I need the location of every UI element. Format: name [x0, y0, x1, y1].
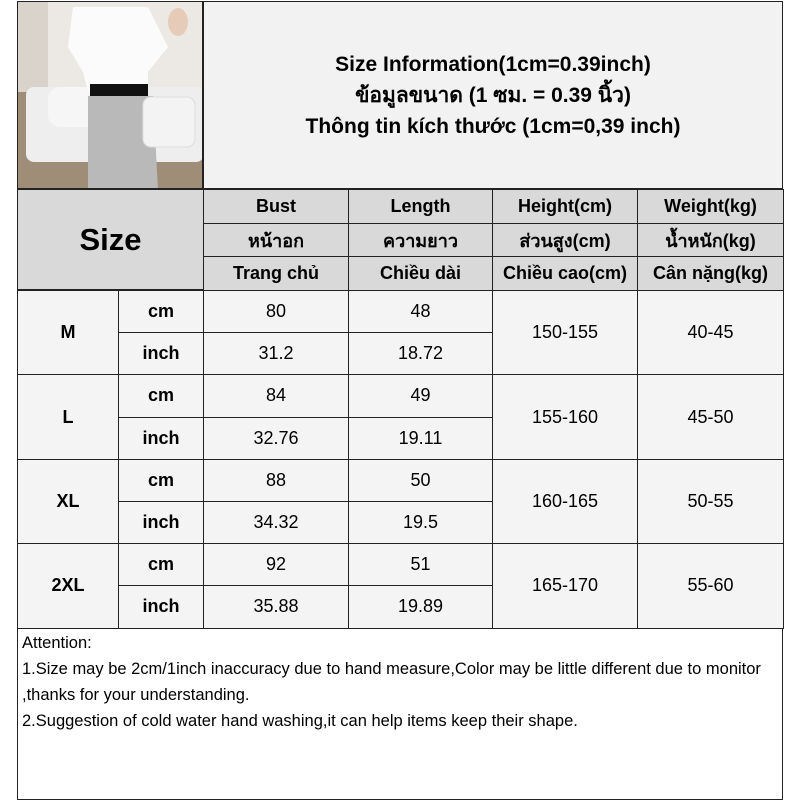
length-value: 50	[348, 458, 493, 502]
header-height-1: ส่วนสูง(cm)	[492, 223, 638, 257]
height-value: 160-165	[492, 458, 638, 545]
header-length-0: Length	[348, 189, 493, 224]
header-bust-2: Trang chủ	[203, 256, 349, 291]
size-label: L	[17, 374, 119, 460]
header-length-1: ความยาว	[348, 223, 493, 257]
length-value: 19.5	[348, 501, 493, 545]
size-label: 2XL	[17, 543, 119, 629]
unit-label: inch	[118, 332, 204, 376]
product-photo	[17, 1, 203, 189]
header-bust-1: หน้าอก	[203, 223, 349, 257]
bust-value: 32.76	[203, 416, 349, 460]
title-line-th: ข้อมูลขนาด (1 ซม. = 0.39 นิ้ว)	[355, 83, 631, 107]
attention-title: Attention:	[22, 634, 92, 652]
header-weight-1: น้ำหนัก(kg)	[637, 223, 784, 257]
header-height-0: Height(cm)	[492, 189, 638, 224]
bust-value: 31.2	[203, 332, 349, 376]
length-value: 51	[348, 543, 493, 587]
size-header: Size	[17, 189, 204, 290]
weight-value: 40-45	[637, 290, 784, 376]
height-value: 165-170	[492, 543, 638, 629]
header-weight-2: Cân nặng(kg)	[637, 256, 784, 291]
header-bust-0: Bust	[203, 189, 349, 224]
bust-value: 88	[203, 458, 349, 502]
height-value: 150-155	[492, 290, 638, 376]
length-value: 19.11	[348, 416, 493, 460]
unit-label: cm	[118, 458, 204, 502]
length-value: 18.72	[348, 332, 493, 376]
weight-value: 45-50	[637, 374, 784, 460]
title-line-en: Size Information(1cm=0.39inch)	[335, 52, 651, 76]
size-label: M	[17, 290, 119, 376]
header-length-2: Chiều dài	[348, 256, 493, 291]
attention-note: Attention: 1.Size may be 2cm/1inch inacc…	[17, 627, 783, 800]
attention-item-2: 2.Suggestion of cold water hand washing,…	[22, 712, 578, 730]
size-label: XL	[17, 458, 119, 545]
bust-value: 92	[203, 543, 349, 587]
length-value: 49	[348, 374, 493, 418]
header-height-2: Chiều cao(cm)	[492, 256, 638, 291]
length-value: 48	[348, 290, 493, 334]
weight-value: 50-55	[637, 458, 784, 545]
header-weight-0: Weight(kg)	[637, 189, 784, 224]
bust-value: 80	[203, 290, 349, 334]
unit-label: cm	[118, 543, 204, 587]
bust-value: 35.88	[203, 585, 349, 629]
size-info-title: Size Information(1cm=0.39inch) ข้อมูลขนา…	[203, 1, 783, 189]
unit-label: inch	[118, 501, 204, 545]
unit-label: inch	[118, 585, 204, 629]
weight-value: 55-60	[637, 543, 784, 629]
length-value: 19.89	[348, 585, 493, 629]
height-value: 155-160	[492, 374, 638, 460]
title-line-vi: Thông tin kích thước (1cm=0,39 inch)	[305, 114, 681, 138]
bust-value: 84	[203, 374, 349, 418]
attention-item-1: 1.Size may be 2cm/1inch inaccuracy due t…	[22, 660, 761, 704]
unit-label: inch	[118, 416, 204, 460]
bust-value: 34.32	[203, 501, 349, 545]
unit-label: cm	[118, 290, 204, 334]
unit-label: cm	[118, 374, 204, 418]
